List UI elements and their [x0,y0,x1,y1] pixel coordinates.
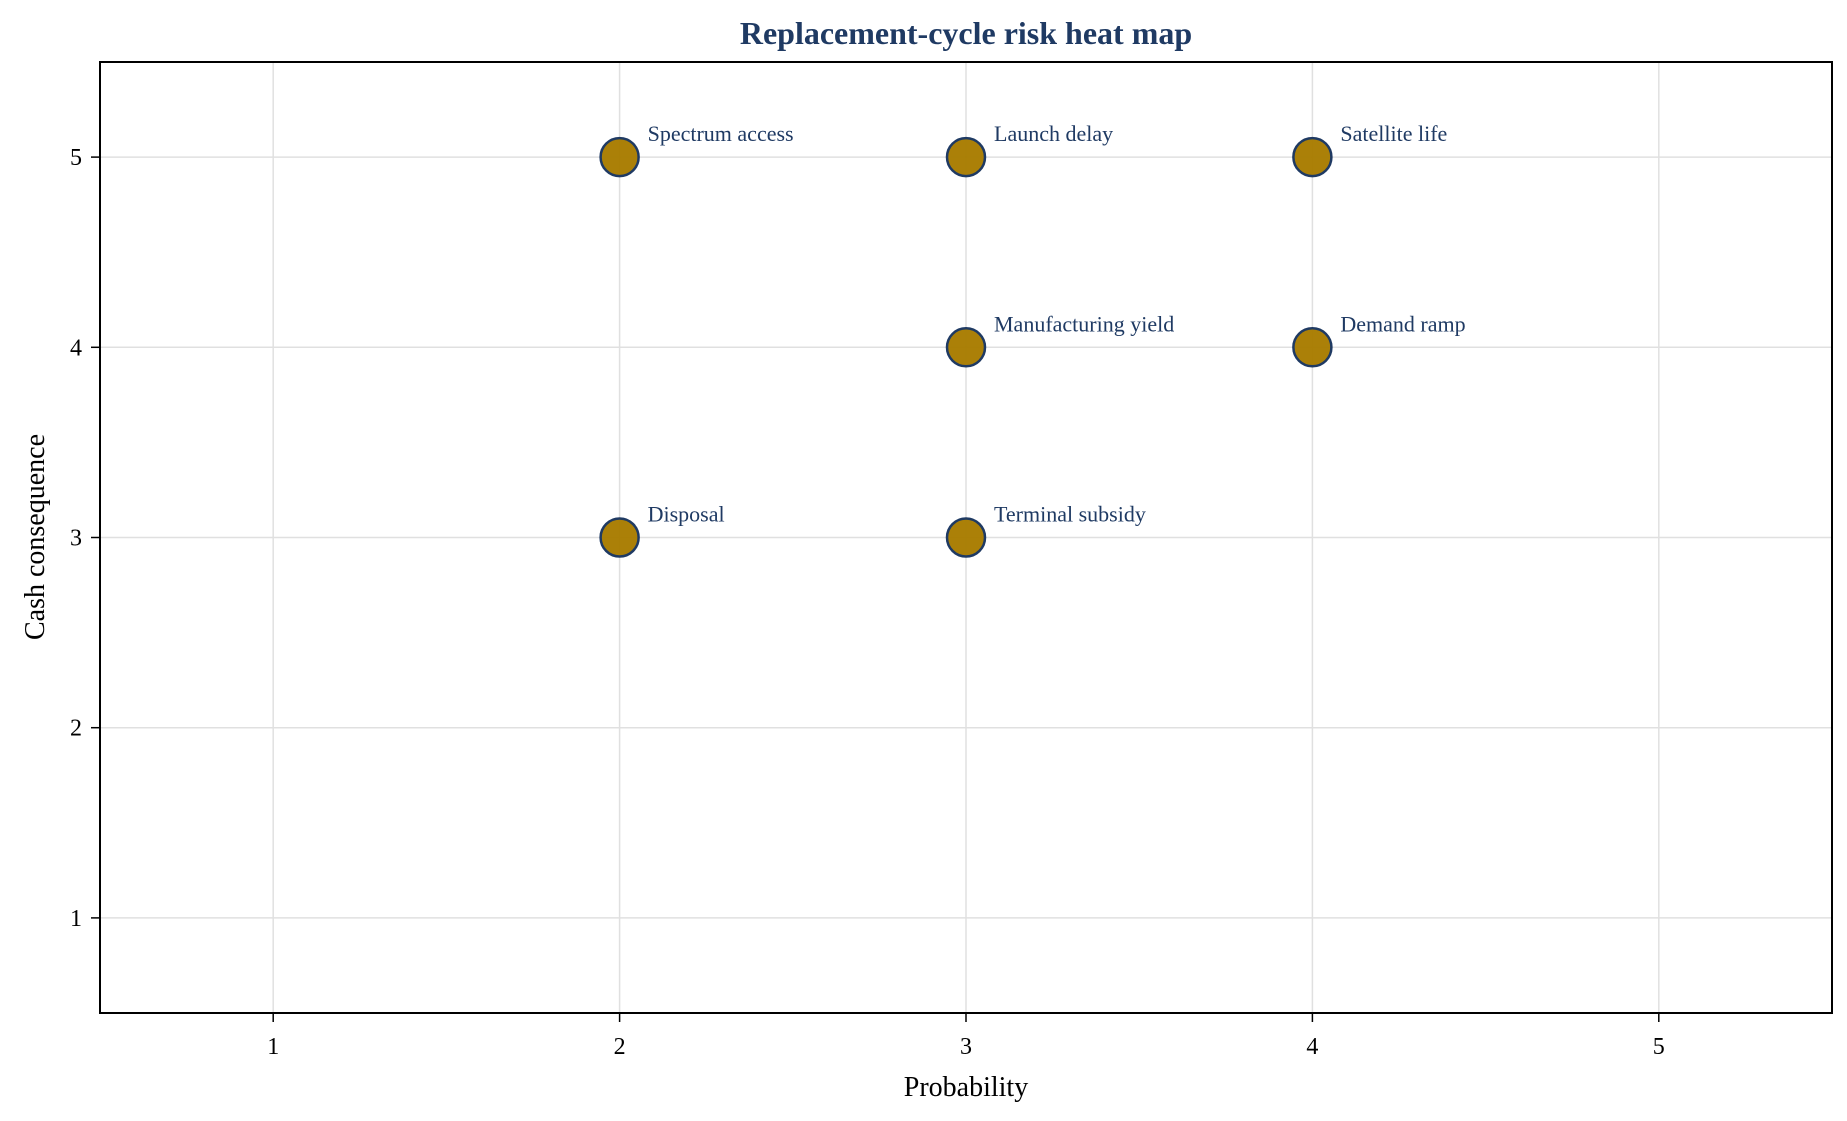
x-tick-label: 3 [960,1034,972,1060]
y-axis-label: Cash consequence [20,434,51,640]
y-tick-label: 5 [70,145,82,171]
data-point [945,517,987,558]
point-label: Demand ramp [1340,311,1465,336]
data-point [945,327,987,368]
point-label: Spectrum access [648,121,794,146]
y-axis-ticks: 1 2 3 4 5 [70,145,100,932]
point-label: Disposal [648,502,725,527]
data-point [1292,327,1333,368]
point-labels: Spectrum access Launch delay Satellite lif… [648,121,1466,526]
data-points [599,136,1333,558]
y-tick-label: 4 [70,335,82,361]
point-label: Satellite life [1340,121,1447,146]
x-tick-label: 5 [1653,1034,1665,1060]
x-tick-label: 2 [614,1034,626,1060]
data-point [599,517,640,558]
data-point [1292,136,1333,178]
x-axis-label: Probability [904,1072,1028,1103]
chart-title: Replacement-cycle risk heat map [740,15,1192,51]
x-tick-label: 1 [267,1034,279,1060]
point-label: Launch delay [994,121,1113,146]
y-tick-label: 2 [70,716,82,742]
x-tick-label: 4 [1306,1034,1318,1060]
y-tick-label: 1 [70,906,82,932]
x-axis-ticks: 1 2 3 4 5 [267,1013,1665,1060]
y-tick-label: 3 [70,526,82,552]
point-label: Manufacturing yield [994,311,1174,336]
data-point [945,136,987,178]
point-label: Terminal subsidy [994,502,1146,527]
data-point [599,136,640,178]
